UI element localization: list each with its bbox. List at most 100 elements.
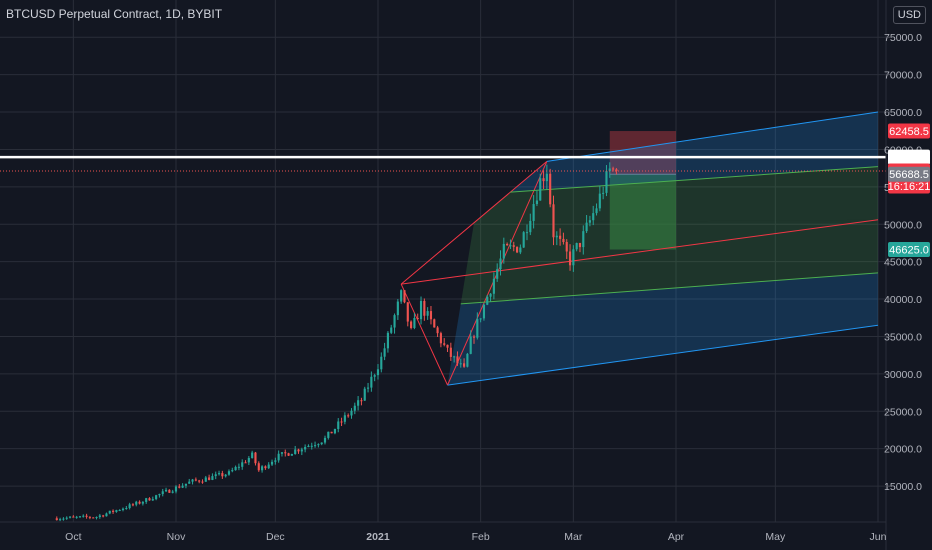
candle-body <box>515 246 519 253</box>
pitchfork-lower-line <box>447 324 879 386</box>
candle-body <box>294 449 297 455</box>
price-axis[interactable]: 15000.0 20000.0 25000.0 30000.0 35000.0 40000… <box>884 0 922 550</box>
candle-body <box>436 327 439 334</box>
candle-body <box>406 302 409 322</box>
candle-body <box>217 473 221 475</box>
pitchfork-median-line <box>401 219 879 285</box>
time-tick-label: Oct <box>65 531 81 543</box>
time-tick-label: Jun <box>870 531 887 543</box>
candle-body <box>588 220 591 223</box>
candle-body <box>373 375 376 377</box>
candle-body <box>125 508 128 510</box>
candle-body <box>479 318 482 320</box>
candle-body <box>85 515 88 517</box>
chart-title: BTCUSD Perpetual Contract, 1D, BYBIT <box>6 7 223 21</box>
candle-body <box>270 461 274 465</box>
candle-body <box>62 518 65 520</box>
pitchfork-upper-band <box>510 112 878 193</box>
candle-body <box>572 249 575 266</box>
candle-body <box>416 317 419 320</box>
candle-body <box>323 437 327 443</box>
candle-body <box>313 445 317 447</box>
candle-body <box>380 356 383 370</box>
candle-body <box>482 304 486 319</box>
candle-body <box>443 343 446 345</box>
candle-body <box>224 474 227 477</box>
candle-body <box>237 466 240 468</box>
candle-body <box>267 464 270 469</box>
candle-body <box>472 336 476 338</box>
candle-body <box>529 220 532 233</box>
candle-body <box>118 509 121 511</box>
time-axis[interactable]: Oct Nov Dec 2021 Feb Mar Apr May Jun <box>0 521 887 543</box>
candle-body <box>459 363 462 365</box>
price-tick-label: 50000.0 <box>884 219 922 231</box>
candle-body <box>608 168 611 172</box>
candle-body <box>486 296 489 305</box>
candle-body <box>88 516 91 518</box>
candle-body <box>188 481 191 484</box>
candle-body <box>506 243 509 246</box>
pitchfork-drawing[interactable] <box>400 111 879 386</box>
price-tick-label: 35000.0 <box>884 331 922 343</box>
candle-body <box>254 452 257 464</box>
candle-body <box>78 516 82 518</box>
candle-body <box>264 466 267 469</box>
candle-body <box>466 353 469 367</box>
candle-body <box>284 452 287 454</box>
candle-body <box>615 169 618 171</box>
candle-body <box>161 491 164 495</box>
candle-body <box>575 243 578 250</box>
candle-body <box>562 238 565 243</box>
price-tick-label: 20000.0 <box>884 444 922 456</box>
candle-body <box>535 200 539 205</box>
candle-body <box>595 208 598 214</box>
candle-body <box>105 513 108 517</box>
candle-body <box>386 332 389 349</box>
candle-body <box>568 251 572 266</box>
pitchfork-upper-line <box>546 111 879 162</box>
candle-body <box>360 400 363 402</box>
candle-body <box>72 516 75 518</box>
candle-body <box>280 452 284 454</box>
candle-body <box>429 311 433 320</box>
candle-body <box>390 327 393 333</box>
candle-body <box>370 376 373 388</box>
pitchfork-inner-upper-band <box>474 166 878 223</box>
candle-body <box>310 445 313 447</box>
price-tag-label: 62458.5 <box>889 126 929 138</box>
candle-body <box>121 508 125 510</box>
candle-body <box>141 501 144 504</box>
candle-body <box>539 178 542 201</box>
candle-body <box>433 319 436 328</box>
candle-body <box>241 462 244 467</box>
candle-body <box>251 452 254 458</box>
candle-body <box>403 290 406 303</box>
currency-button[interactable]: USD <box>892 6 926 24</box>
candle-body <box>171 491 174 493</box>
price-tick-label: 15000.0 <box>884 481 922 493</box>
candle-body <box>499 258 502 270</box>
stop-loss-zone <box>609 131 677 175</box>
candle-body <box>68 516 72 518</box>
candle-body <box>419 300 423 320</box>
candle-body <box>393 315 396 328</box>
time-tick-label: Nov <box>167 531 186 543</box>
price-tick-label: 40000.0 <box>884 294 922 306</box>
candle-body <box>439 333 442 344</box>
candle-body <box>128 504 131 509</box>
candle-body <box>198 480 201 482</box>
candle-body <box>307 445 310 447</box>
candles <box>55 162 618 522</box>
candle-body <box>155 495 158 500</box>
candle-body <box>201 481 204 483</box>
candle-body <box>181 485 184 488</box>
price-tick-label: 25000.0 <box>884 406 922 418</box>
pitchfork-handle-line <box>400 161 548 285</box>
candle-body <box>492 278 495 294</box>
candle-body <box>396 301 399 316</box>
candle-body <box>449 347 452 357</box>
price-tag <box>888 123 930 139</box>
candle-body <box>400 290 403 302</box>
